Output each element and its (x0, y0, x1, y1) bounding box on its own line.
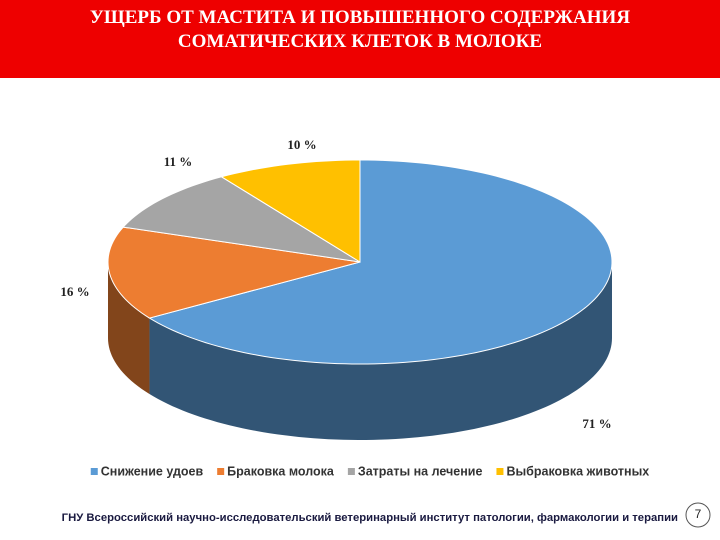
legend-label: Снижение удоев (101, 464, 204, 478)
legend-label: Выбраковка животных (506, 464, 649, 478)
slice (107, 226, 361, 319)
chart-title: УЩЕРБ ОТ МАСТИТА И ПОВЫШЕННОГО СОДЕРЖАНИ… (89, 7, 631, 52)
data-label: 16 % (60, 284, 89, 299)
slice (220, 159, 361, 263)
header-band: УЩЕРБ ОТ МАСТИТА И ПОВЫШЕННОГО СОДЕРЖАНИ… (0, 0, 720, 78)
legend-marker (496, 468, 504, 475)
data-label: 11 % (164, 154, 193, 169)
slice-side (108, 262, 150, 395)
footer: ГНУ Всероссийский научно-исследовательск… (62, 512, 678, 524)
slice-side (149, 262, 612, 440)
page-number: 7 (695, 507, 702, 521)
data-label: 71 % (582, 416, 611, 431)
slice (122, 176, 361, 263)
legend-marker (217, 468, 225, 475)
legend-label: Браковка молока (227, 464, 335, 478)
legend-label: Затраты на лечение (358, 464, 483, 478)
page-badge (685, 502, 711, 528)
legend-marker (347, 468, 355, 475)
data-label: 10 % (287, 137, 316, 152)
slice (148, 159, 613, 365)
legend-marker (90, 468, 98, 475)
